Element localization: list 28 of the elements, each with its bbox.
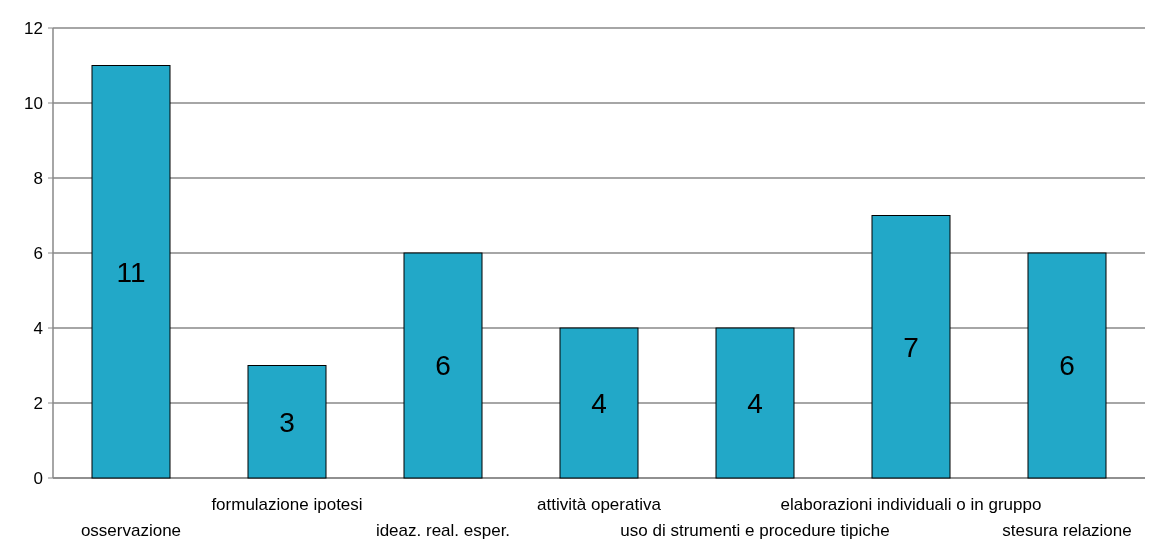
data-label: 6 [1059,350,1075,382]
data-label: 3 [279,406,295,438]
y-tick-label: 2 [33,393,43,413]
y-tick-label: 10 [24,93,43,113]
data-label: 4 [591,387,607,419]
y-tick-label: 4 [33,318,43,338]
bar [91,65,171,479]
bar [247,365,327,479]
x-tick-label: stesura relazione [1002,521,1132,540]
x-tick-label: elaborazioni individuali o in gruppo [780,495,1042,514]
data-label: 7 [903,331,919,363]
data-label: 4 [747,387,763,419]
x-tick-label: ideaz. real. esper. [375,521,511,540]
x-tick-label: uso di strumenti e procedure tipiche [620,521,890,540]
data-label: 6 [435,350,451,382]
bar [1027,252,1107,479]
y-tick-label: 12 [24,18,43,38]
y-tick-label: 6 [33,243,43,263]
bar [871,215,951,479]
bar [715,327,795,479]
data-label: 11 [116,256,146,288]
x-tick-label: attività operativa [537,495,662,514]
x-tick-label: formulazione ipotesi [211,495,363,514]
bar [403,252,483,479]
y-tick-label: 0 [33,468,43,488]
bar [559,327,639,479]
x-tick-label: osservazione [80,521,182,540]
y-tick-label: 8 [33,168,43,188]
